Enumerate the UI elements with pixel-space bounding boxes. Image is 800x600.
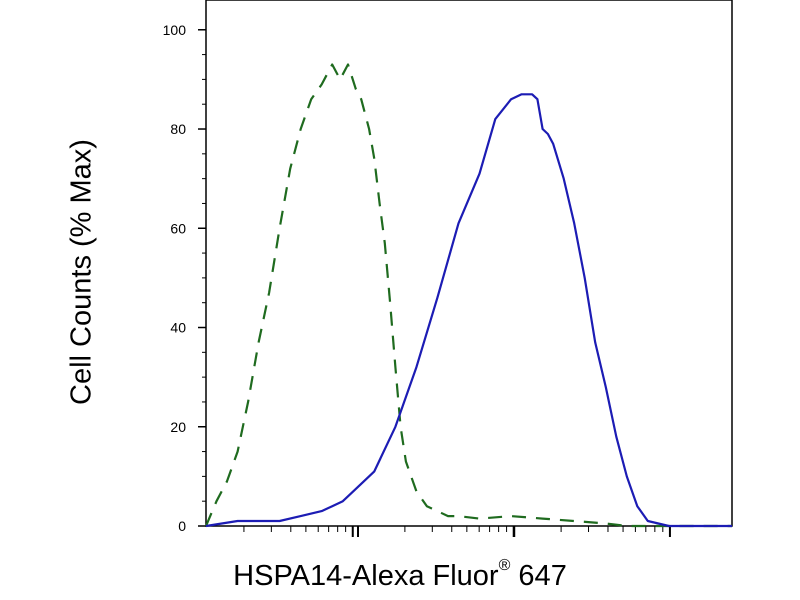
series-layer — [204, 63, 732, 528]
series-solid-line — [205, 93, 732, 528]
x-axis-label-tail: 647 — [510, 560, 567, 592]
x-axis-label-main: HSPA14-Alexa Fluor — [233, 560, 499, 592]
y-tick-label: 80 — [170, 121, 186, 137]
y-axis: 0 20 40 60 80 100 — [163, 22, 206, 534]
y-tick-label: 40 — [170, 320, 186, 336]
y-tick-label: 60 — [170, 220, 186, 236]
x-axis-label: HSPA14-Alexa Fluor® 647 — [0, 557, 800, 593]
y-tick-label: 0 — [178, 518, 186, 534]
series-dashed-line — [204, 63, 732, 528]
y-tick-label: 100 — [163, 22, 187, 38]
plot-frame — [205, 0, 733, 527]
y-tick-label: 20 — [170, 419, 186, 435]
x-axis — [243, 526, 671, 537]
registered-mark: ® — [498, 557, 511, 575]
y-axis-label: Cell Counts (% Max) — [65, 139, 98, 405]
